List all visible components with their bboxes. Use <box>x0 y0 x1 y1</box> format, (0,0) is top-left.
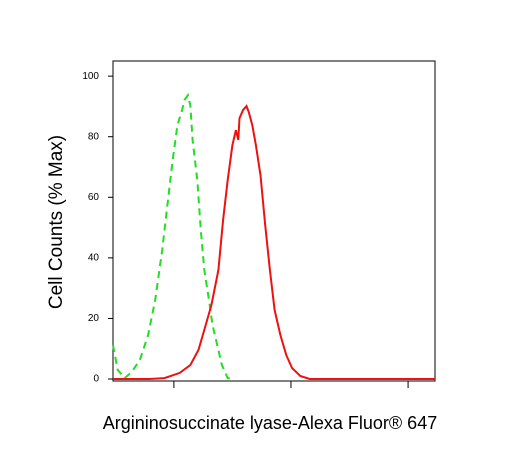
y-tick-label: 60 <box>88 192 100 203</box>
x-axis-label: Argininosuccinate lyase-Alexa Fluor® 647 <box>103 413 437 433</box>
y-tick-label: 40 <box>88 252 100 263</box>
y-tick-label: 100 <box>82 71 99 82</box>
y-tick-label: 80 <box>88 131 100 142</box>
plot-frame <box>112 60 436 382</box>
y-axis-label: Cell Counts (% Max) <box>46 135 67 309</box>
y-tick-label: 0 <box>93 374 99 385</box>
y-tick-label: 20 <box>88 313 100 324</box>
histogram-line <box>113 104 435 380</box>
histogram-line <box>112 92 235 380</box>
